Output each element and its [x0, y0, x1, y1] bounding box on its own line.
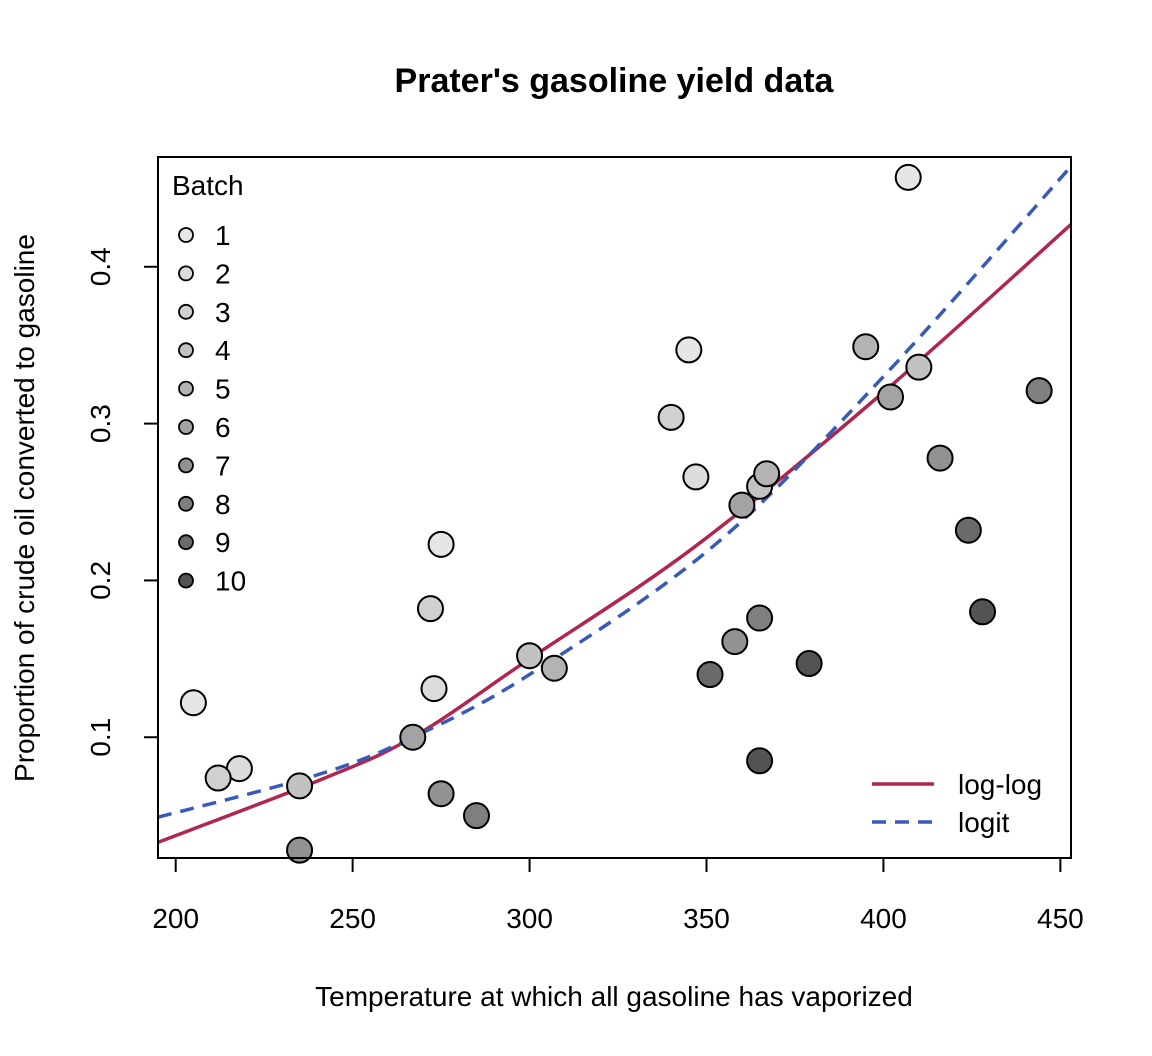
y-tick-label: 0.3 — [85, 404, 116, 443]
data-point — [682, 463, 710, 491]
data-point — [954, 516, 982, 544]
data-point — [462, 802, 490, 830]
y-tick-label: 0.4 — [85, 247, 116, 286]
data-point — [516, 642, 544, 670]
batch-legend-marker — [178, 534, 194, 551]
plot-frame — [157, 156, 1072, 859]
batch-legend-marker — [178, 572, 194, 589]
x-tick-label: 200 — [152, 903, 199, 934]
log-log-curve — [158, 223, 1071, 844]
batch-legend-label: 1 — [215, 220, 231, 251]
y-axis-label: Proportion of crude oil converted to gas… — [9, 234, 40, 782]
data-point — [894, 163, 922, 191]
data-point — [728, 491, 756, 519]
data-point — [905, 353, 933, 381]
batch-legend-label: 10 — [215, 566, 246, 597]
data-point — [286, 772, 314, 800]
batch-legend-label: 8 — [215, 489, 231, 520]
data-point — [852, 333, 880, 361]
x-tick-label: 350 — [683, 903, 730, 934]
x-tick-label: 300 — [506, 903, 553, 934]
y-axis: 0.1 0.2 0.3 0.4 — [85, 247, 159, 757]
batch-legend-marker — [178, 265, 194, 282]
batch-legend-label: 3 — [215, 297, 231, 328]
data-point — [540, 654, 568, 682]
data-point — [721, 628, 749, 656]
chart-title: Prater's gasoline yield data — [395, 62, 835, 100]
curve-legend-label: log-log — [958, 769, 1042, 800]
batch-legend-label: 2 — [215, 258, 231, 289]
data-point — [204, 764, 232, 792]
data-point — [753, 460, 781, 488]
y-tick-label: 0.1 — [85, 718, 116, 757]
batch-legend-marker — [178, 227, 194, 243]
data-point — [696, 661, 724, 689]
data-point — [416, 595, 444, 623]
batch-legend-label: 9 — [215, 527, 231, 558]
data-points — [179, 163, 1053, 864]
batch-legend-title: Batch — [172, 170, 244, 201]
curve-legend-label: logit — [958, 807, 1010, 838]
data-point — [675, 336, 703, 364]
data-point — [795, 650, 823, 678]
data-point — [427, 530, 455, 558]
data-point — [877, 383, 905, 411]
batch-legend-marker — [178, 380, 194, 397]
fitted-curves — [158, 165, 1071, 844]
data-point — [746, 747, 774, 775]
data-point — [286, 836, 314, 864]
data-point — [1025, 377, 1053, 405]
batch-legend-marker — [178, 495, 194, 512]
x-axis-label: Temperature at which all gasoline has va… — [315, 981, 913, 1012]
x-axis: 200 250 300 350 400 450 — [152, 857, 1084, 934]
batch-legend-marker — [178, 419, 194, 435]
batch-legend-marker — [178, 457, 194, 474]
data-point — [926, 444, 954, 472]
curve-legend: log-log logit — [872, 769, 1042, 838]
batch-legend: Batch 1 2 3 4 5 6 7 8 9 10 — [172, 170, 246, 597]
batch-legend-marker — [178, 342, 194, 359]
data-point — [420, 675, 448, 703]
x-tick-label: 450 — [1037, 903, 1084, 934]
x-tick-label: 400 — [860, 903, 907, 934]
data-point — [399, 723, 427, 751]
x-tick-label: 250 — [329, 903, 376, 934]
logit-curve — [158, 165, 1071, 819]
batch-legend-label: 6 — [215, 412, 231, 443]
y-tick-label: 0.2 — [85, 561, 116, 600]
data-point — [427, 780, 455, 808]
data-point — [969, 598, 997, 626]
batch-legend-label: 4 — [215, 335, 231, 366]
data-point — [746, 604, 774, 632]
batch-legend-label: 5 — [215, 374, 231, 405]
batch-legend-label: 7 — [215, 450, 231, 481]
batch-legend-marker — [178, 303, 194, 320]
data-point — [657, 403, 685, 431]
data-point — [179, 689, 207, 717]
